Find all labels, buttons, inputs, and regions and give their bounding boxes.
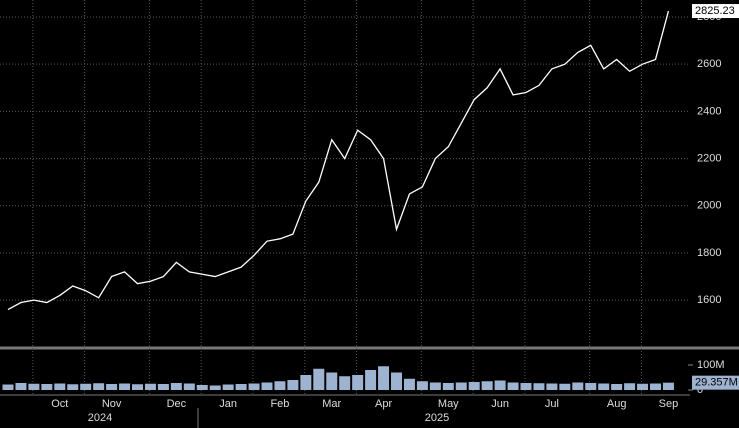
x-tick-label: Jan [219,398,237,410]
year-label: 2025 [425,412,449,424]
volume-bar [339,376,351,390]
y-tick-label: 1800 [697,247,721,259]
volume-bar [274,381,286,390]
volume-bar [416,381,428,390]
volume-bar [546,383,558,390]
x-tick-label: Jul [545,398,559,410]
volume-bar [183,383,195,390]
y-tick-label: 100M [697,359,725,371]
volume-bar [624,383,636,390]
volume-bar [209,385,221,390]
volume-bar [481,381,493,390]
volume-bar [54,383,66,390]
volume-bar [598,383,610,390]
y-tick-label: 2000 [697,200,721,212]
volume-bar [559,383,571,390]
volume-bar [222,384,234,390]
price-line [7,10,670,311]
volume-bar [637,383,649,390]
volume-bar [494,380,506,390]
volume-bar [196,385,208,390]
volume-bar [67,384,79,390]
volume-bar [572,382,584,390]
volume-bar [507,382,519,390]
x-tick-label: Aug [607,398,627,410]
year-label: 2024 [88,412,112,424]
volume-bar [455,382,467,390]
volume-bar [352,375,364,390]
x-tick-label: Apr [375,398,392,410]
last-volume-label: 29.357M [695,377,738,389]
volume-bar [520,383,532,390]
volume-bar [403,378,415,390]
volume-bar [287,380,299,390]
last-volume-box [692,375,739,390]
volume-bar [391,372,402,390]
volume-bar [650,383,661,390]
volume-bar [106,384,118,390]
volume-bar [429,382,441,390]
volume-bar [365,370,377,390]
y-tick-label: 2600 [697,58,721,70]
last-price-box [692,4,739,19]
volume-bar [261,382,273,390]
x-tick-label: Feb [270,398,289,410]
y-tick-label: 2200 [697,152,721,164]
volume-bar [41,384,53,390]
x-tick-label: Sep [659,398,679,410]
volume-bar [533,383,545,390]
volume-bar [80,383,92,390]
x-tick-label: Dec [167,398,187,410]
y-tick-label: 1600 [697,294,721,306]
volume-bar [326,372,338,390]
x-tick-label: Oct [51,398,68,410]
x-tick-label: Nov [102,398,122,410]
volume-bar [15,383,27,390]
volume-bar [611,384,623,390]
volume-bar [93,383,105,390]
volume-bar [468,382,480,390]
volume-bar [300,375,312,390]
volume-bar [132,384,143,390]
x-tick-label: May [438,398,459,410]
y-tick-label: 0 [697,384,703,396]
volume-bar [442,383,454,390]
volume-bar [313,368,325,390]
volume-bar [662,382,674,390]
x-tick-label: Jun [491,398,509,410]
volume-bar [235,384,247,390]
volume-bar [2,384,14,390]
last-price-label: 2825.23 [695,5,735,17]
x-tick-label: Mar [322,398,341,410]
volume-bar [170,383,182,390]
volume-bar [28,383,40,390]
volume-bar [248,383,260,390]
volume-bar [157,384,169,390]
volume-bar [378,366,390,390]
volume-bar [119,383,131,390]
volume-bar [585,383,597,390]
volume-bar [144,383,156,390]
y-tick-label: 2400 [697,105,721,117]
